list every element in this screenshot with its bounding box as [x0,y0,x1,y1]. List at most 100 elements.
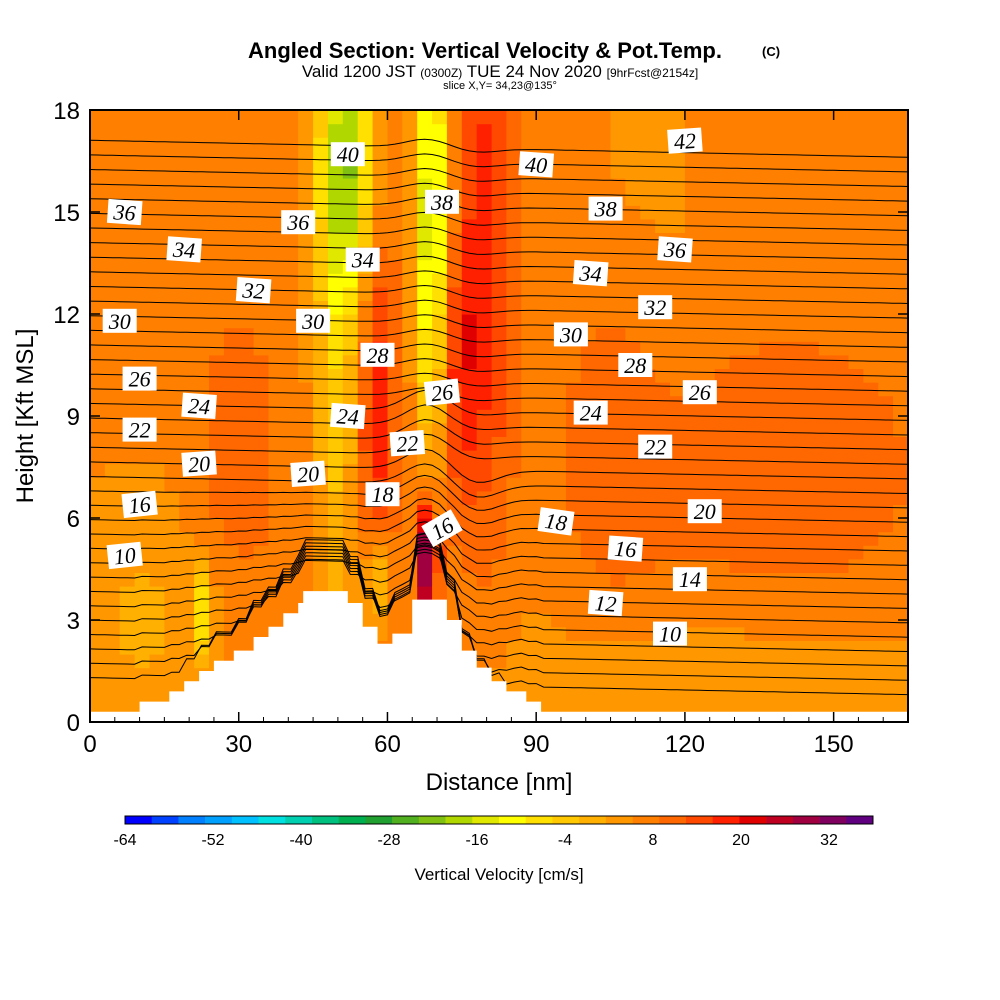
heatmap-cell [149,286,165,301]
heatmap-cell [372,137,389,152]
heatmap-cell [893,286,908,301]
contour-label: 18 [537,507,575,536]
y-tick-label: 18 [53,98,80,125]
contour-label: 26 [682,380,717,405]
heatmap-cell [179,382,195,397]
heatmap-cell [684,354,701,369]
heatmap-cell [90,626,106,641]
heatmap-cell [387,314,403,329]
contour-label-text: 40 [524,152,548,178]
heatmap-cell [714,164,731,179]
contour-label-text: 20 [187,451,211,477]
heatmap-cell [164,422,180,437]
heatmap-cell [223,164,240,179]
heatmap-cell [491,137,508,152]
heatmap-cell [610,273,626,288]
colorbar-tick-label: -52 [201,832,224,849]
heatmap-cell [387,218,403,233]
heatmap-cell [194,178,210,193]
x-tick-label: 90 [523,731,550,758]
heatmap-cell [164,531,180,546]
heatmap-cell [565,626,582,641]
heatmap-cell [283,599,299,614]
heatmap-cell [863,450,879,465]
heatmap-cell [878,300,894,315]
heatmap-cell [506,205,522,220]
heatmap-cell [580,218,597,233]
heatmap-cell [848,354,864,369]
heatmap-cell [209,327,225,342]
heatmap-cell [223,599,240,614]
heatmap-cell [863,681,879,696]
heatmap-cell [372,558,389,573]
heatmap-cell [536,178,552,193]
heatmap-cell [536,191,552,206]
heatmap-cell [179,531,195,546]
heatmap-cell [104,137,121,152]
heatmap-cell [640,545,656,560]
heatmap-cell [387,246,403,261]
heatmap-cell [119,341,136,356]
heatmap-cell [268,300,284,315]
heatmap-cell [670,463,686,478]
theta-contour-line [90,433,908,465]
heatmap-cell [863,110,879,125]
theta-contour-line [90,536,908,681]
heatmap-cell [818,232,835,247]
heatmap-cell [521,123,537,138]
heatmap-cell [684,681,701,696]
heatmap-cell [818,137,835,152]
heatmap-cell [313,531,329,546]
heatmap-cell [551,300,567,315]
heatmap-cell [848,273,864,288]
heatmap-cell [789,205,805,220]
heatmap-cell [357,382,374,397]
contour-label-box [553,322,588,347]
heatmap-cell [283,354,299,369]
heatmap-cell [461,273,478,288]
heatmap-cell [744,667,760,682]
heatmap-cell [253,490,270,505]
heatmap-cell [104,477,121,492]
heatmap-cell [164,178,180,193]
heatmap-cell [268,422,284,437]
heatmap-cell [893,137,908,152]
heatmap-cell [878,477,894,492]
heatmap-cell [565,137,582,152]
heatmap-cell [714,558,731,573]
heatmap-cell [298,450,314,465]
heatmap-cell [744,504,760,519]
heatmap-cell [714,354,731,369]
heatmap-cell [328,490,344,505]
heatmap-cell [342,518,359,533]
heatmap-cell [610,259,626,274]
heatmap-cell [818,150,835,165]
heatmap-cell [104,164,121,179]
heatmap-cell [357,232,374,247]
contour-label-box [657,236,693,263]
heatmap-cell [803,205,820,220]
heatmap-cell [372,518,389,533]
heatmap-cell [610,463,626,478]
heatmap-cell [461,314,478,329]
heatmap-cell [744,640,760,655]
contour-label-box [588,196,623,221]
heatmap-cell [833,422,850,437]
heatmap-cell [789,599,805,614]
heatmap-cell [164,300,180,315]
heatmap-cell [536,545,552,560]
heatmap-cell [684,164,701,179]
heatmap-cell [461,110,478,125]
heatmap-cell [565,558,582,573]
heatmap-cell [521,572,537,587]
contour-label-box [330,402,366,430]
heatmap-cell [357,545,374,560]
heatmap-cell [461,259,478,274]
heatmap-cell [90,681,106,696]
heatmap-cell [729,354,745,369]
heatmap-cell [595,531,612,546]
heatmap-cell [878,232,894,247]
contour-label: 38 [425,189,459,215]
theta-contour-line [90,241,908,261]
heatmap-cell [670,354,686,369]
